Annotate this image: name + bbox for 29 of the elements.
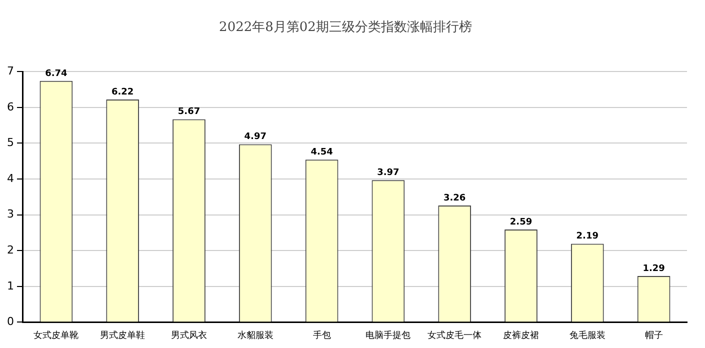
chart-title: 2022年8月第02期三级分类指数涨幅排行榜 bbox=[219, 20, 472, 36]
x-tick-label: 帽子 bbox=[644, 330, 663, 341]
y-tick-label: 5 bbox=[7, 136, 14, 150]
x-tick-label: 男式风衣 bbox=[171, 330, 207, 341]
data-label: 3.97 bbox=[377, 168, 400, 178]
data-label: 1.29 bbox=[642, 264, 665, 274]
x-tick-label: 男式皮单鞋 bbox=[100, 330, 146, 341]
data-label: 2.19 bbox=[576, 232, 599, 242]
y-tick-label: 0 bbox=[7, 315, 14, 328]
y-tick-label: 4 bbox=[7, 172, 14, 185]
data-label: 2.59 bbox=[510, 217, 532, 228]
y-tick-label: 2 bbox=[7, 243, 14, 256]
data-label: 4.97 bbox=[244, 132, 267, 142]
y-tick-label: 6 bbox=[7, 100, 14, 114]
x-tick-label: 皮裤皮裙 bbox=[503, 330, 539, 341]
y-tick-label: 3 bbox=[7, 208, 14, 221]
x-tick-label: 电脑手提包 bbox=[366, 330, 411, 341]
y-tick-label: 7 bbox=[7, 64, 14, 78]
data-label: 4.54 bbox=[310, 148, 333, 158]
y-tick-label: 1 bbox=[7, 279, 14, 292]
x-tick-label: 女式皮毛一体 bbox=[428, 330, 482, 341]
data-label: 6.74 bbox=[45, 68, 68, 79]
data-label: 6.22 bbox=[111, 87, 134, 98]
x-tick-label: 女式皮单靴 bbox=[34, 330, 79, 341]
data-label: 5.67 bbox=[178, 107, 200, 118]
x-tick-label: 水貂服装 bbox=[237, 330, 274, 341]
x-tick-label: 兔毛服装 bbox=[569, 330, 606, 341]
x-tick-label: 手包 bbox=[312, 330, 331, 341]
data-label: 3.26 bbox=[443, 193, 466, 204]
